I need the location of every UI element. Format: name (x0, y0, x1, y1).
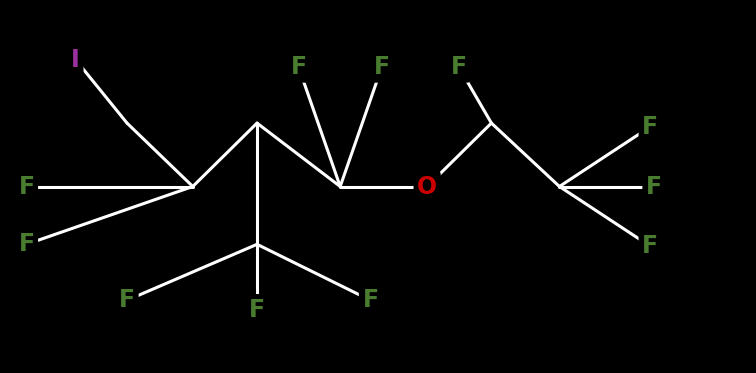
Text: F: F (18, 232, 35, 256)
Text: F: F (642, 115, 658, 139)
Text: F: F (451, 55, 467, 79)
Text: F: F (119, 288, 135, 312)
Text: F: F (290, 55, 307, 79)
Text: F: F (373, 55, 390, 79)
Text: F: F (646, 175, 662, 198)
Text: I: I (71, 48, 80, 72)
Text: O: O (417, 175, 437, 198)
Text: F: F (249, 298, 265, 322)
Text: F: F (642, 234, 658, 258)
Text: F: F (18, 175, 35, 198)
Text: F: F (362, 288, 379, 312)
